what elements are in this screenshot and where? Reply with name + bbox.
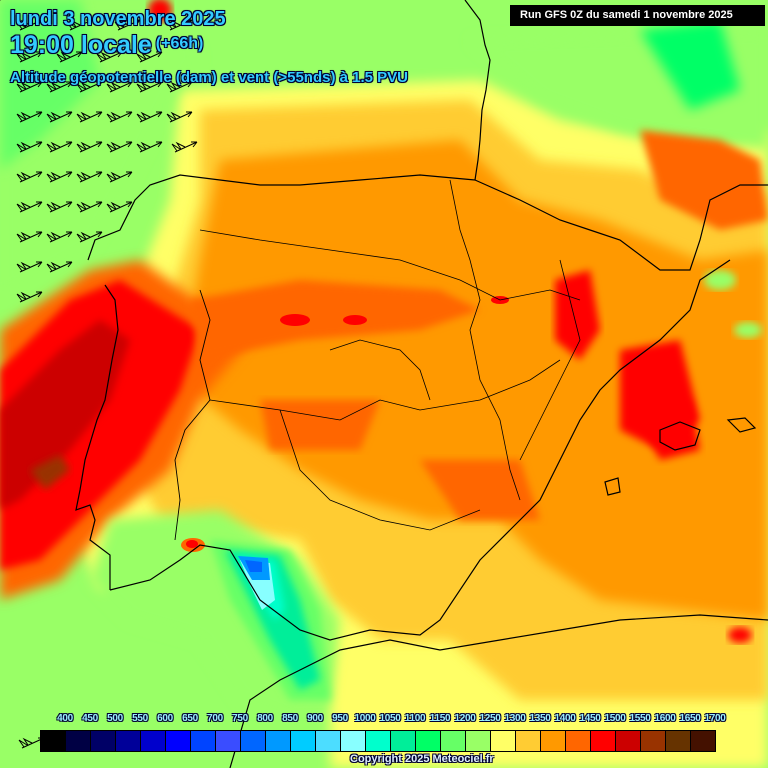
colorbar-swatch	[491, 731, 516, 751]
colorbar-swatch	[566, 731, 591, 751]
run-info-banner: Run GFS 0Z du samedi 1 novembre 2025	[510, 5, 765, 26]
colorbar-label: 1100	[404, 713, 426, 724]
colorbar-label: 650	[182, 713, 198, 724]
colorbar-swatch	[66, 731, 91, 751]
colorbar-swatch	[241, 731, 266, 751]
colorbar-labels: 400 450 500 550 600 650 700 750 800 850 900 950 1000…	[0, 713, 768, 727]
colorbar-swatch	[141, 731, 166, 751]
colorbar-swatch	[591, 731, 616, 751]
coastlines	[75, 0, 768, 768]
colorbar-label: 1650	[679, 713, 701, 724]
forecast-lead-hours: (+66h)	[155, 35, 204, 52]
colorbar-label: 1500	[604, 713, 626, 724]
colorbar-label: 450	[82, 713, 98, 724]
colorbar-swatch	[341, 731, 366, 751]
colorbar-swatch	[391, 731, 416, 751]
colorbar-swatch	[466, 731, 491, 751]
colorbar-label: 1050	[379, 713, 401, 724]
copyright-text: Copyright 2025 Meteociel.fr	[350, 753, 494, 765]
colorbar-label: 1000	[354, 713, 376, 724]
colorbar-label: 500	[107, 713, 123, 724]
colorbar-label: 600	[157, 713, 173, 724]
colorbar-swatch	[41, 731, 66, 751]
colorbar-swatch	[116, 731, 141, 751]
colorbar-label: 1250	[479, 713, 501, 724]
colorbar-label: 700	[207, 713, 223, 724]
colorbar-swatch	[691, 731, 715, 751]
colorbar-label: 850	[282, 713, 298, 724]
parameter-title: Altitude géopotentielle (dam) et vent (>…	[10, 69, 408, 86]
colorbar-swatch	[616, 731, 641, 751]
colorbar-label: 1600	[654, 713, 676, 724]
colorbar-swatch	[91, 731, 116, 751]
colorbar-label: 1550	[629, 713, 651, 724]
forecast-time-label: 19:00 locale	[10, 31, 152, 59]
colorbar-swatch	[416, 731, 441, 751]
colorbar-label: 1350	[529, 713, 551, 724]
colorbar-label: 750	[232, 713, 248, 724]
forecast-time: 19:00 locale (+66h)	[10, 31, 203, 60]
colorbar	[40, 730, 716, 752]
colorbar-swatch	[366, 731, 391, 751]
colorbar-swatch	[291, 731, 316, 751]
colorbar-label: 400	[57, 713, 73, 724]
colorbar-label: 900	[307, 713, 323, 724]
colorbar-label: 1200	[454, 713, 476, 724]
colorbar-swatch	[541, 731, 566, 751]
colorbar-label: 550	[132, 713, 148, 724]
colorbar-swatch	[441, 731, 466, 751]
colorbar-swatch	[216, 731, 241, 751]
colorbar-swatch	[666, 731, 691, 751]
colorbar-label: 1700	[704, 713, 726, 724]
forecast-date: lundi 3 novembre 2025	[10, 8, 226, 30]
colorbar-swatch	[166, 731, 191, 751]
colorbar-label: 1450	[579, 713, 601, 724]
colorbar-swatch	[316, 731, 341, 751]
colorbar-label: 950	[332, 713, 348, 724]
colorbar-label: 1400	[554, 713, 576, 724]
colorbar-swatch	[266, 731, 291, 751]
colorbar-label: 1150	[429, 713, 451, 724]
colorbar-label: 1300	[504, 713, 526, 724]
colorbar-swatch	[641, 731, 666, 751]
colorbar-label: 800	[257, 713, 273, 724]
colorbar-swatch	[191, 731, 216, 751]
colorbar-swatch	[516, 731, 541, 751]
